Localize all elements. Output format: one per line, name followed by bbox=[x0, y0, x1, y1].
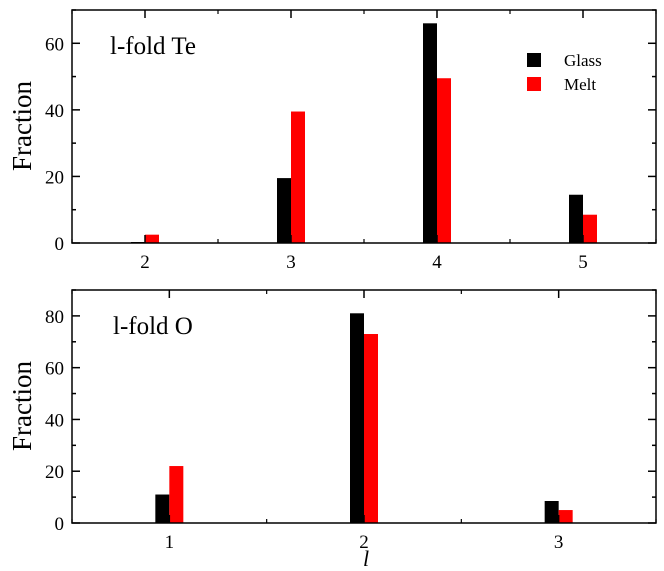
y-axis-title: Fraction bbox=[7, 81, 37, 171]
bar-melt-4 bbox=[437, 78, 451, 243]
y-tick-label: 20 bbox=[45, 167, 64, 188]
bar-glass-4 bbox=[423, 23, 437, 243]
y-tick-label: 60 bbox=[45, 34, 64, 55]
panel-te: 2 3 4 5 0 20 40 60 Fraction l-fold Te Glass Melt bbox=[7, 9, 657, 273]
y-axis-title: Fraction bbox=[7, 361, 37, 451]
x-tick-label: 1 bbox=[165, 532, 175, 553]
y-tick-label: 60 bbox=[45, 359, 64, 380]
bar-melt-1 bbox=[169, 466, 184, 523]
y-tick-label: 40 bbox=[45, 101, 64, 122]
bar-melt-2 bbox=[145, 234, 159, 243]
bar-melt-2 bbox=[364, 334, 378, 523]
x-tick-label: 2 bbox=[359, 532, 369, 553]
y-tick-label: 20 bbox=[45, 462, 64, 483]
panel-title: l-fold Te bbox=[110, 33, 196, 60]
bar-glass-3 bbox=[544, 500, 559, 523]
x-tick-label: 4 bbox=[432, 252, 442, 273]
panel-title: l-fold O bbox=[113, 313, 193, 340]
y-tick-label: 40 bbox=[45, 410, 64, 431]
bar-glass-5 bbox=[569, 194, 583, 243]
legend-swatch-melt bbox=[527, 77, 541, 91]
y-tick-label: 0 bbox=[55, 234, 65, 255]
bar-melt-3 bbox=[291, 111, 305, 244]
bar-melt-5 bbox=[583, 214, 597, 243]
y-tick-label: 0 bbox=[55, 514, 65, 535]
y-tick-label: 80 bbox=[45, 307, 64, 328]
legend-label-melt: Melt bbox=[564, 75, 596, 94]
bar-glass-3 bbox=[277, 178, 291, 243]
x-tick-label: 3 bbox=[554, 532, 564, 553]
panel-o: 1 2 3 0 20 40 60 80 Fraction l-fold O l bbox=[7, 289, 657, 571]
bar-glass-1 bbox=[155, 494, 170, 523]
x-tick-label: 5 bbox=[578, 252, 588, 273]
bar-glass-2 bbox=[350, 313, 364, 523]
bar-melt-3 bbox=[558, 510, 573, 523]
x-tick-label: 2 bbox=[140, 252, 150, 273]
legend-swatch-glass bbox=[527, 53, 541, 67]
x-axis-title: l bbox=[363, 546, 369, 571]
legend-label-glass: Glass bbox=[564, 51, 602, 70]
x-tick-label: 3 bbox=[286, 252, 296, 273]
